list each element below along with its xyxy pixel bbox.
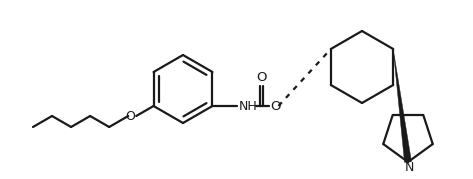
Text: N: N	[404, 161, 414, 174]
Text: O: O	[256, 71, 267, 84]
Text: O: O	[125, 110, 135, 122]
Polygon shape	[393, 49, 412, 163]
Text: NH: NH	[238, 100, 257, 112]
Text: O: O	[271, 100, 281, 112]
